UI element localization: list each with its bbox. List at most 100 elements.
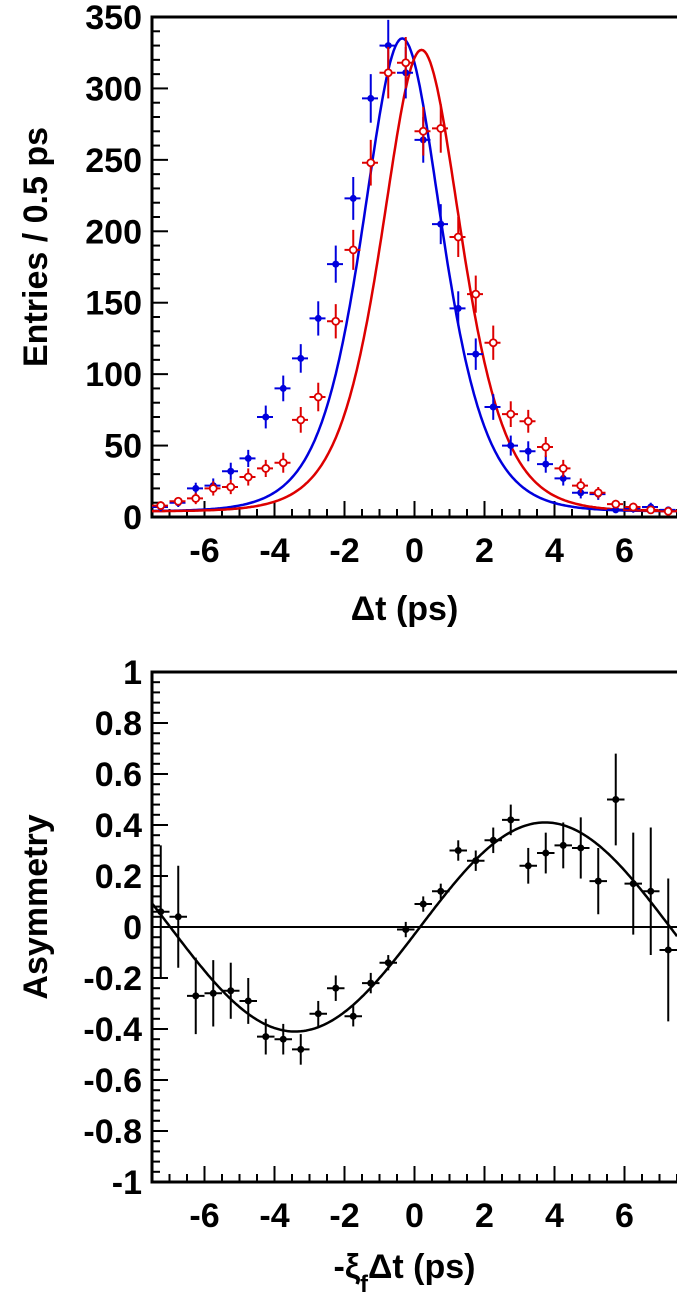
data-point	[659, 878, 677, 1022]
data-point	[292, 1034, 310, 1065]
x-tick-label: 2	[475, 1197, 494, 1235]
bottom-data-points	[152, 753, 677, 1065]
data-point	[484, 325, 502, 360]
data-point	[222, 462, 240, 480]
data-point	[152, 845, 170, 978]
y-tick-label: 0.2	[95, 858, 142, 896]
data-point	[362, 139, 380, 186]
top-data-points	[152, 19, 677, 516]
y-tick-label: 200	[85, 213, 142, 251]
y-tick-label: 100	[85, 356, 142, 394]
y-tick-label: -0.6	[83, 1062, 142, 1100]
data-point	[519, 441, 537, 462]
xlabel-rest: Δt (ps)	[368, 1248, 476, 1286]
data-point	[292, 407, 310, 433]
data-point	[414, 107, 432, 156]
data-point	[344, 177, 362, 220]
data-point	[344, 229, 362, 270]
y-tick-label: 0	[123, 499, 142, 537]
data-point	[257, 405, 275, 429]
top-x-tick-labels: -6 -4 -2 0 2 4 6	[189, 532, 634, 570]
x-tick-label: -4	[259, 532, 289, 570]
data-point	[519, 847, 537, 884]
bottom-y-axis-label: Asymmetry	[17, 814, 55, 999]
bottom-panel: -6 -4 -2 0 2 4 6 -1 -0.8 -0.6 -0.4 -0.2 0 0.2 0.4 0.6 0…	[17, 654, 677, 1297]
data-point	[502, 401, 520, 427]
data-point	[292, 344, 310, 373]
data-point	[362, 972, 380, 994]
xlabel-xi: -ξ	[334, 1248, 361, 1286]
xlabel-subscript: f	[360, 1271, 369, 1297]
y-tick-label: -0.4	[83, 1011, 142, 1049]
data-point	[362, 74, 380, 123]
data-point	[239, 468, 257, 486]
y-tick-label: 0.8	[95, 705, 142, 743]
top-y-tick-labels: 0 50 100 150 200 250 300 350	[85, 0, 142, 537]
data-point	[449, 291, 467, 326]
data-point	[432, 883, 450, 899]
x-tick-label: -4	[259, 1197, 289, 1235]
data-point	[519, 409, 537, 433]
x-tick-label: 4	[545, 1197, 564, 1235]
x-tick-label: 2	[475, 532, 494, 570]
data-point	[379, 47, 397, 99]
data-point	[414, 896, 432, 912]
data-point	[589, 487, 607, 499]
y-tick-label: 300	[85, 70, 142, 108]
data-point	[642, 827, 660, 956]
x-tick-label: 0	[405, 1197, 424, 1235]
data-point	[309, 1000, 327, 1027]
top-y-axis-label: Entries / 0.5 ps	[17, 127, 55, 367]
x-tick-label: 6	[615, 1197, 634, 1235]
data-point	[344, 1006, 362, 1027]
top-axis-ticks	[151, 16, 677, 518]
data-point	[204, 960, 222, 1027]
data-point	[274, 375, 292, 402]
bottom-x-axis-label: -ξfΔt (ps)	[334, 1248, 476, 1297]
fit-curve	[152, 48, 677, 513]
data-point	[537, 455, 555, 473]
data-point	[484, 827, 502, 854]
data-point	[502, 804, 520, 836]
data-point	[502, 435, 520, 456]
y-tick-label: 0	[123, 909, 142, 947]
data-point	[607, 753, 625, 846]
data-point	[274, 452, 292, 473]
data-point	[624, 832, 642, 935]
data-point	[537, 832, 555, 874]
x-tick-label: 4	[545, 532, 564, 570]
x-tick-label: 0	[405, 532, 424, 570]
data-point	[554, 459, 572, 477]
data-point	[327, 245, 345, 283]
data-point	[589, 847, 607, 915]
x-tick-label: 6	[615, 532, 634, 570]
y-tick-label: 1	[123, 654, 142, 692]
data-point	[309, 301, 327, 336]
data-point	[169, 865, 187, 968]
x-tick-label: -2	[329, 532, 359, 570]
data-point	[152, 501, 170, 510]
y-tick-label: 0.4	[95, 807, 142, 845]
y-tick-label: 350	[85, 0, 142, 37]
data-point	[554, 822, 572, 869]
bottom-axis-ticks	[151, 671, 677, 1183]
data-point	[327, 304, 345, 339]
data-point	[309, 382, 327, 412]
data-point	[187, 482, 205, 495]
y-tick-label: -1	[112, 1164, 142, 1202]
data-point	[379, 955, 397, 971]
data-point	[467, 850, 485, 871]
x-tick-label: -6	[189, 532, 219, 570]
y-tick-label: -0.8	[83, 1113, 142, 1151]
data-point	[397, 921, 415, 938]
y-tick-label: -0.2	[83, 960, 142, 998]
data-point	[449, 217, 467, 257]
y-tick-label: 250	[85, 142, 142, 180]
y-tick-label: 50	[104, 428, 142, 466]
bottom-fit-curve	[151, 821, 677, 1033]
data-point	[449, 840, 467, 861]
top-plot-frame	[150, 15, 677, 519]
x-tick-label: -6	[189, 1197, 219, 1235]
data-point	[432, 204, 450, 245]
